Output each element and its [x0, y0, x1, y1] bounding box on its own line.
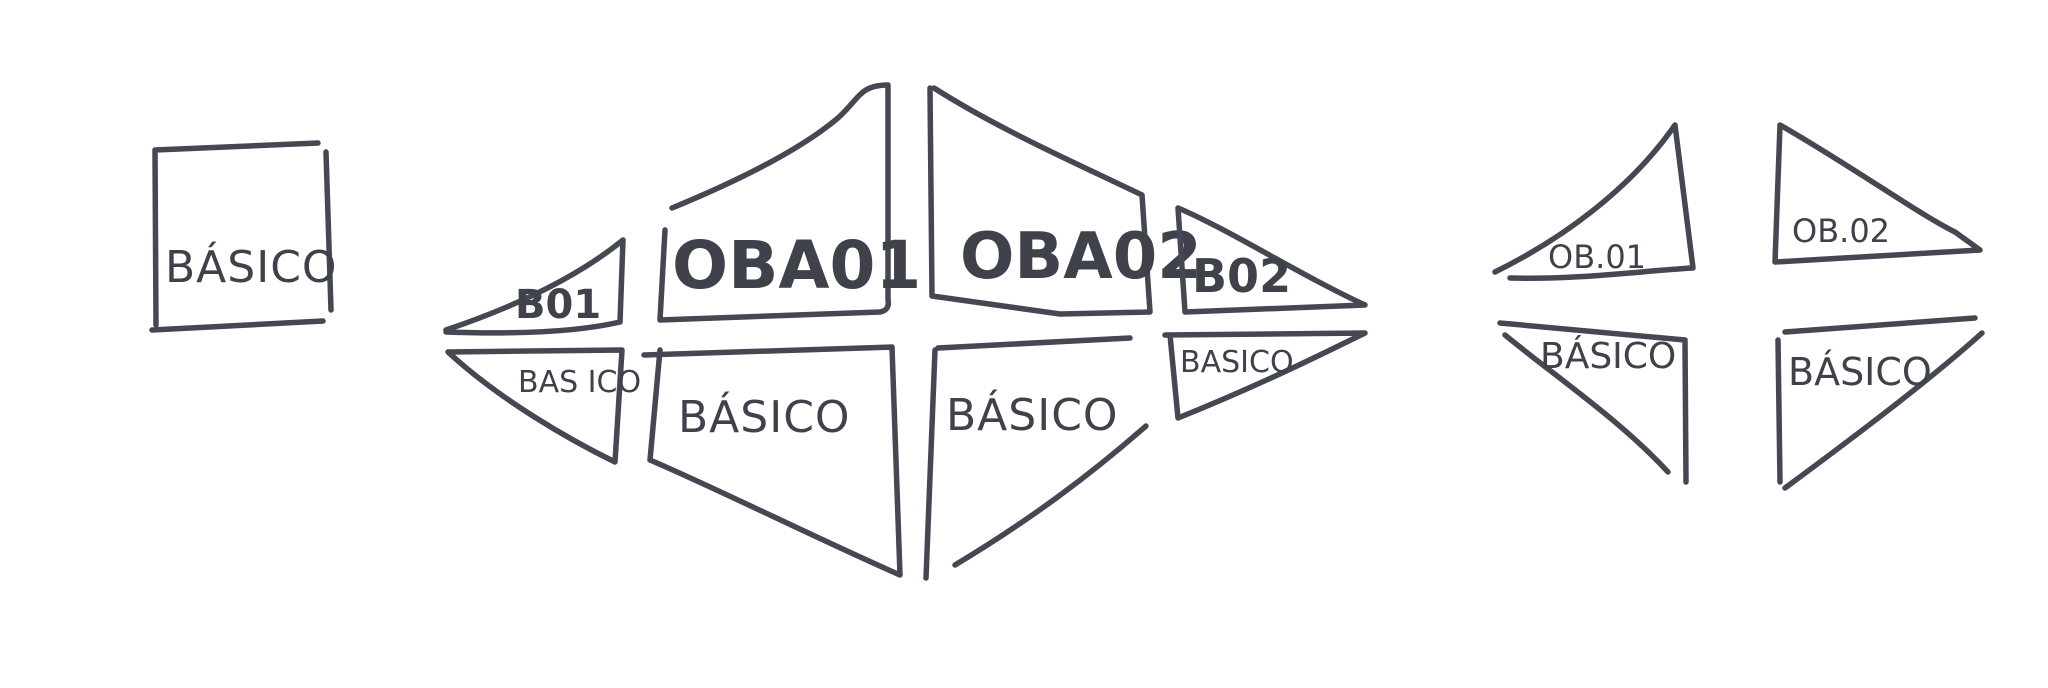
panel-group-single: BÁSICO	[149, 140, 338, 333]
panel-label-b01: B01	[515, 282, 601, 328]
panel-outline-oba01	[657, 82, 892, 323]
panel-outline-ob01	[1492, 122, 1696, 282]
panel-outline-ob02	[1772, 122, 1983, 265]
panel-label-oba01: OBA01	[672, 227, 921, 304]
panel-outline-b01	[443, 237, 626, 336]
panel-outline-basico-ob01	[1497, 320, 1689, 485]
panel-label-basico-b01: BAS ICO	[518, 365, 641, 400]
panel-label-basico-ob02: BÁSICO	[1788, 350, 1932, 394]
panel-label-basico-oba01: BÁSICO	[678, 390, 851, 443]
panel-group-quad: OB.01 OB.02 BÁSICO BÁSICO	[1492, 122, 1985, 491]
panel-outline-basico-square	[149, 140, 334, 333]
panel-outline-basico-b02	[1162, 330, 1368, 421]
panel-group-fan: B01 OBA01 OBA02 B02 BAS ICO BÁSICO BÁSIC…	[443, 82, 1368, 581]
panel-outline-oba02	[927, 85, 1153, 317]
panel-label-basico-b02: BASICO	[1180, 345, 1294, 380]
panel-outline-basico-oba02	[923, 335, 1149, 581]
panel-label-basico-ob01: BÁSICO	[1540, 335, 1676, 377]
panel-label-oba02: OBA02	[960, 220, 1202, 294]
panel-label-ob02: OB.02	[1792, 212, 1890, 250]
panel-label-ob01: OB.01	[1548, 238, 1646, 276]
panel-outline-basico-ob02	[1775, 315, 1985, 491]
panel-outline-basico-b01	[445, 347, 625, 465]
panel-outline-b02	[1175, 205, 1368, 315]
panel-label-basico-square: BÁSICO	[165, 240, 338, 293]
panel-label-b02: B02	[1192, 249, 1291, 303]
panel-label-basico-oba02: BÁSICO	[946, 388, 1119, 441]
panel-outline-basico-oba01	[641, 344, 903, 578]
